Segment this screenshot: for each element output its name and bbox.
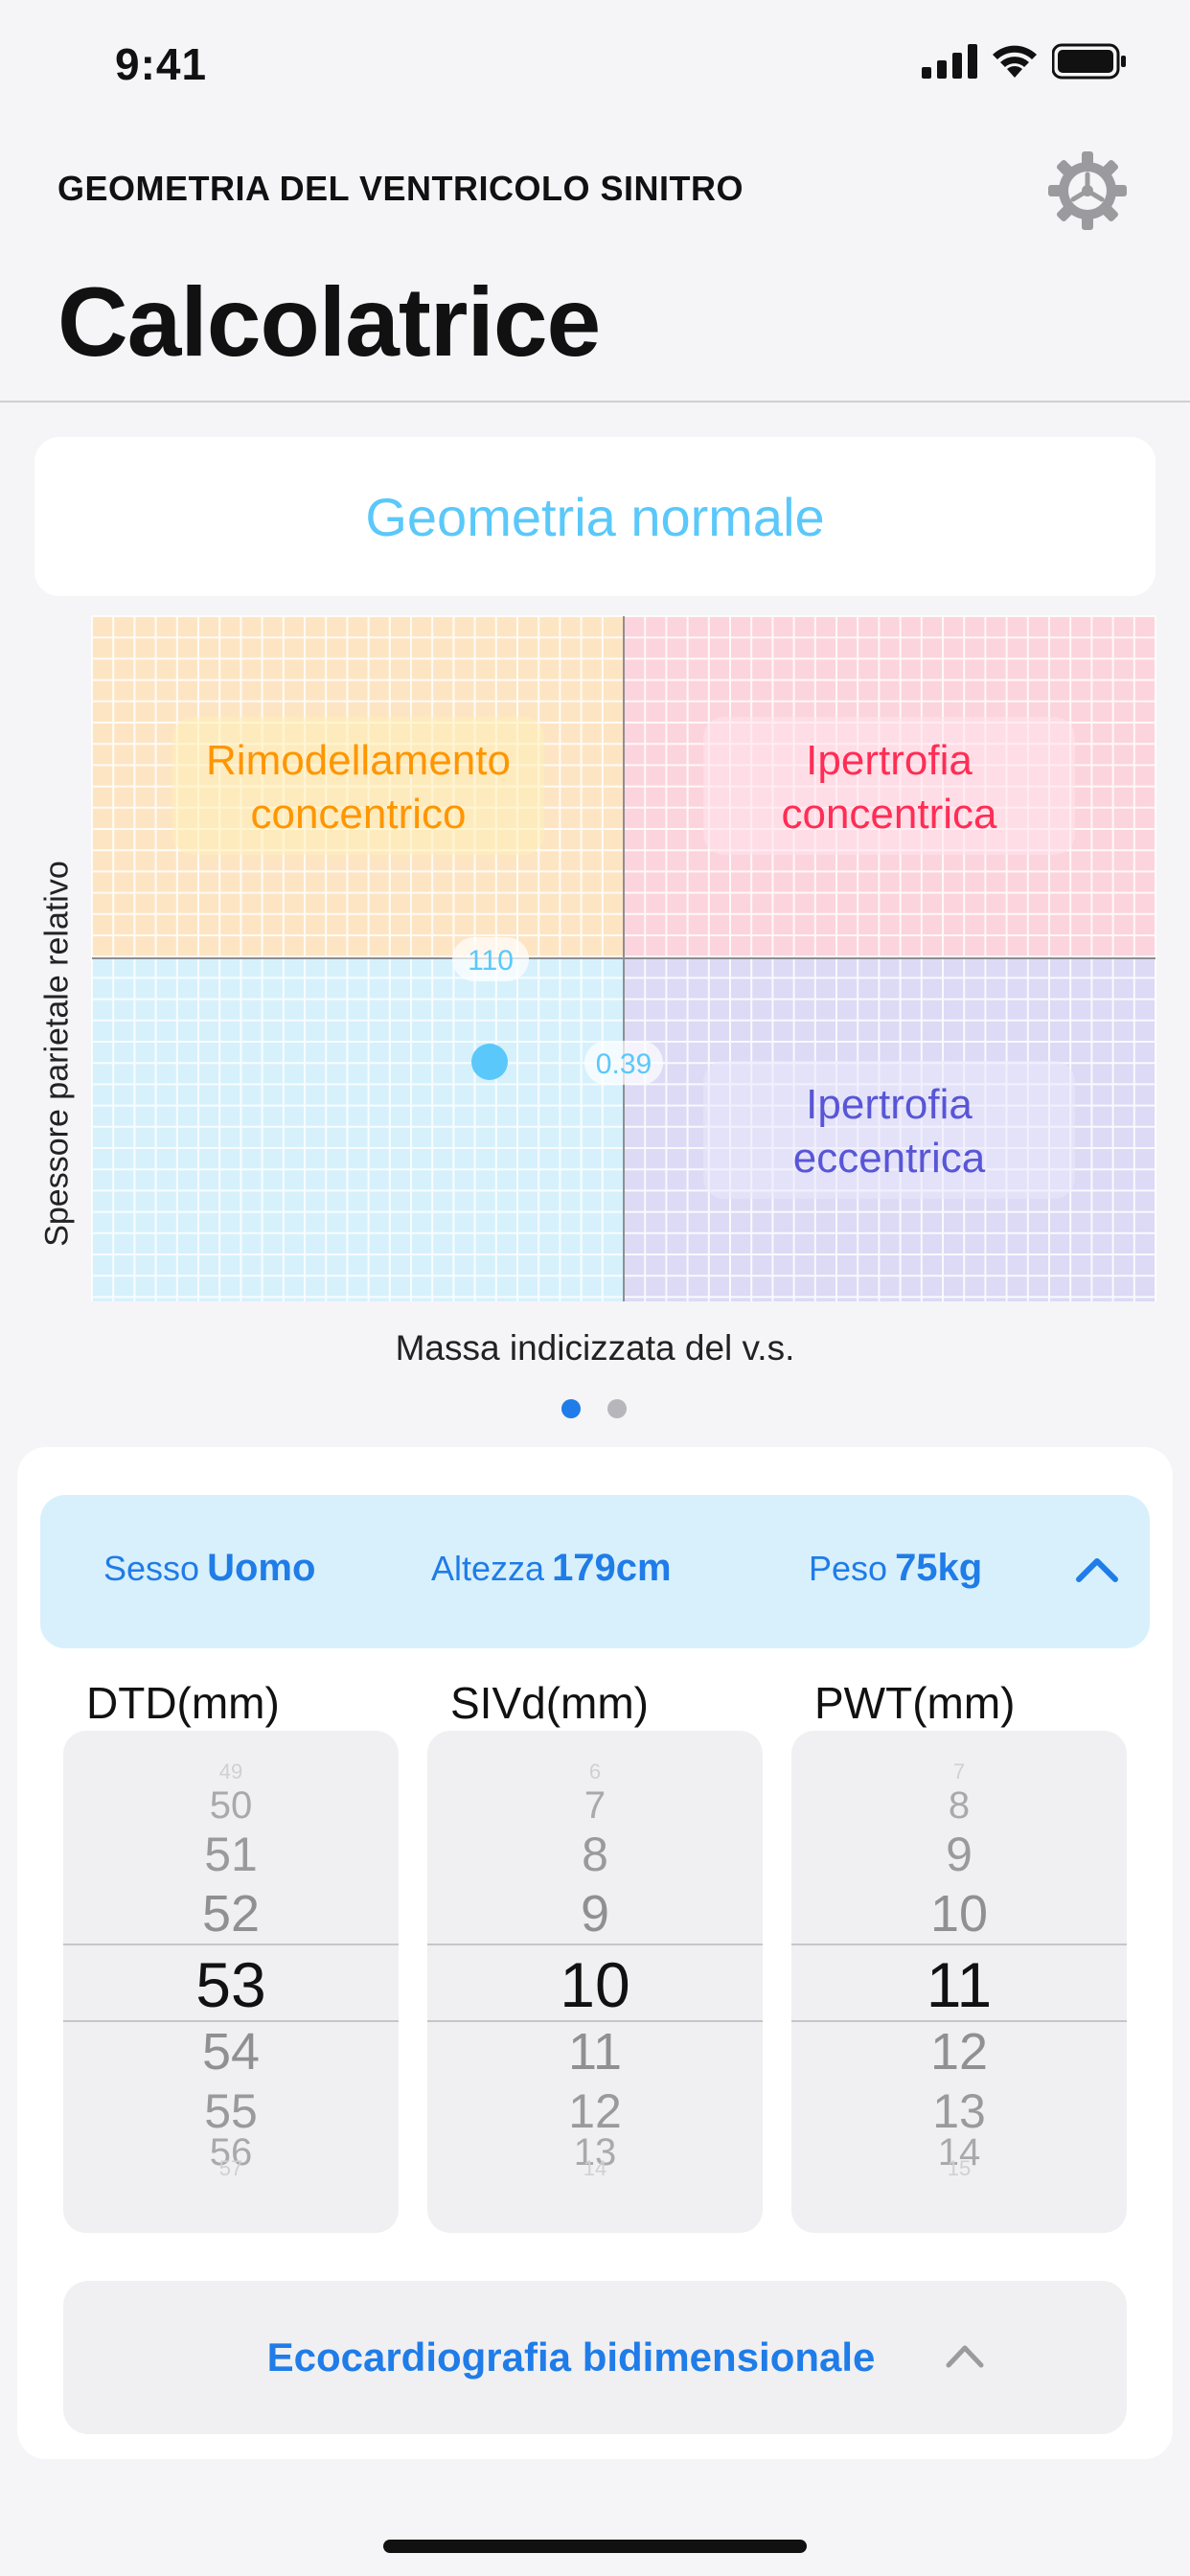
- picker-option[interactable]: 54: [201, 2023, 261, 2081]
- picker-option[interactable]: 12: [568, 2084, 622, 2138]
- quadrant-bottom-left: [92, 958, 624, 1301]
- page-title: Calcolatrice: [57, 267, 601, 377]
- picker-option[interactable]: 15: [947, 2156, 972, 2180]
- battery-icon: [1052, 43, 1126, 80]
- picker-option[interactable]: 13: [573, 2131, 617, 2174]
- picker-option[interactable]: 14: [583, 2156, 607, 2180]
- picker-selection-band: [63, 1944, 399, 2022]
- picker-label-sivd: SIVd(mm): [450, 1678, 649, 1728]
- label-rimodellamento-line1: Rimodellamento: [206, 737, 511, 784]
- wifi-icon: [993, 45, 1037, 78]
- picker-selection-band: [791, 1944, 1127, 2022]
- picker-label-dtd: DTD(mm): [86, 1678, 280, 1728]
- picker-option[interactable]: 9: [946, 1828, 973, 1881]
- picker-option[interactable]: 49: [218, 1760, 243, 1783]
- chevron-up-icon[interactable]: [1075, 1554, 1119, 1583]
- header-divider: [0, 401, 1190, 402]
- height-field[interactable]: Altezza 179cm: [431, 1547, 672, 1590]
- sex-value: Uomo: [207, 1547, 316, 1589]
- weight-label: Peso: [809, 1549, 888, 1588]
- echo-2d-button[interactable]: [63, 2281, 1127, 2434]
- height-label: Altezza: [431, 1549, 545, 1588]
- label-ipertrofia-concentrica-box: [703, 717, 1075, 855]
- status-icons: [922, 42, 1127, 80]
- picker-selected-value[interactable]: 10: [560, 1949, 630, 2020]
- page-dot-1[interactable]: [561, 1399, 581, 1418]
- picker-label-pwt: PWT(mm): [814, 1678, 1016, 1728]
- picker-option[interactable]: 8: [948, 1784, 971, 1827]
- y-threshold-pill: [584, 1041, 663, 1085]
- label-ipertrofia-concentrica-line1: Ipertrofia: [806, 737, 973, 784]
- picker-option[interactable]: 10: [929, 1885, 989, 1943]
- label-ipertrofia-eccentrica-line2: eccentrica: [793, 1135, 986, 1182]
- picker-option[interactable]: 57: [218, 2156, 243, 2180]
- picker-selected-value[interactable]: 53: [195, 1949, 266, 2020]
- echo-2d-label: Ecocardiografia bidimensionale: [266, 2334, 876, 2380]
- y-threshold-label: 0.39: [596, 1048, 652, 1080]
- cellular-signal-icon: [922, 44, 977, 79]
- picker-option[interactable]: 12: [929, 2023, 989, 2081]
- picker-option[interactable]: 52: [201, 1885, 261, 1943]
- picker-option[interactable]: 11: [567, 2023, 623, 2081]
- picker-selection-band: [427, 1944, 763, 2022]
- data-point-1: [471, 1044, 508, 1080]
- picker-option[interactable]: 14: [937, 2131, 981, 2174]
- picker-dtd[interactable]: 49 50 51 52 53 54 55 56 57: [63, 1731, 399, 2233]
- picker-option[interactable]: 8: [582, 1828, 608, 1881]
- picker-option[interactable]: 7: [952, 1760, 966, 1783]
- picker-option[interactable]: 6: [588, 1760, 602, 1783]
- x-threshold-label: 110: [468, 945, 514, 977]
- label-ipertrofia-eccentrica-box: [703, 1061, 1075, 1199]
- weight-field[interactable]: Peso 75kg: [809, 1547, 982, 1590]
- geometry-chart[interactable]: Rimodellamento concentrico Ipertrofia conce…: [0, 610, 1190, 1453]
- sex-label: Sesso: [103, 1549, 200, 1588]
- page-dot-2[interactable]: [607, 1399, 627, 1418]
- sex-field[interactable]: Sesso Uomo: [103, 1547, 315, 1590]
- picker-selected-value[interactable]: 11: [926, 1949, 993, 2020]
- status-time: 9:41: [115, 39, 208, 89]
- result-card: Geometria normale: [34, 437, 1156, 596]
- label-rimodellamento-box: [172, 717, 544, 855]
- height-value: 179cm: [552, 1547, 672, 1589]
- result-label: Geometria normale: [365, 486, 825, 547]
- picker-option[interactable]: 55: [204, 2084, 258, 2138]
- weight-value: 75kg: [895, 1547, 983, 1589]
- picker-option[interactable]: 56: [209, 2131, 253, 2174]
- picker-option[interactable]: 51: [204, 1828, 258, 1881]
- chart-xlabel: Massa indicizzata del v.s.: [395, 1328, 795, 1368]
- picker-pwt[interactable]: 7 8 9 10 11 12 13 14 15: [791, 1731, 1127, 2233]
- picker-option[interactable]: 13: [932, 2084, 986, 2138]
- label-rimodellamento-line2: concentrico: [250, 791, 466, 838]
- label-ipertrofia-eccentrica-line1: Ipertrofia: [806, 1081, 973, 1128]
- label-ipertrofia-concentrica-line2: concentrica: [781, 791, 997, 838]
- picker-option[interactable]: 9: [580, 1885, 610, 1943]
- header-subtitle: GEOMETRIA DEL VENTRICOLO SINITRO: [57, 169, 744, 208]
- chevron-up-icon[interactable]: [945, 2342, 985, 2369]
- gear-icon[interactable]: [1046, 150, 1129, 232]
- picker-sivd[interactable]: 6 7 8 9 10 11 12 13 14: [427, 1731, 763, 2233]
- chart-ylabel: Spessore parietale relativo: [38, 861, 76, 1247]
- page-indicator[interactable]: [561, 1399, 627, 1418]
- home-indicator[interactable]: [383, 2540, 807, 2553]
- x-threshold-pill: [452, 937, 529, 981]
- patient-info-bar[interactable]: [40, 1495, 1150, 1648]
- picker-option[interactable]: 50: [209, 1784, 253, 1827]
- picker-option[interactable]: 7: [584, 1784, 606, 1827]
